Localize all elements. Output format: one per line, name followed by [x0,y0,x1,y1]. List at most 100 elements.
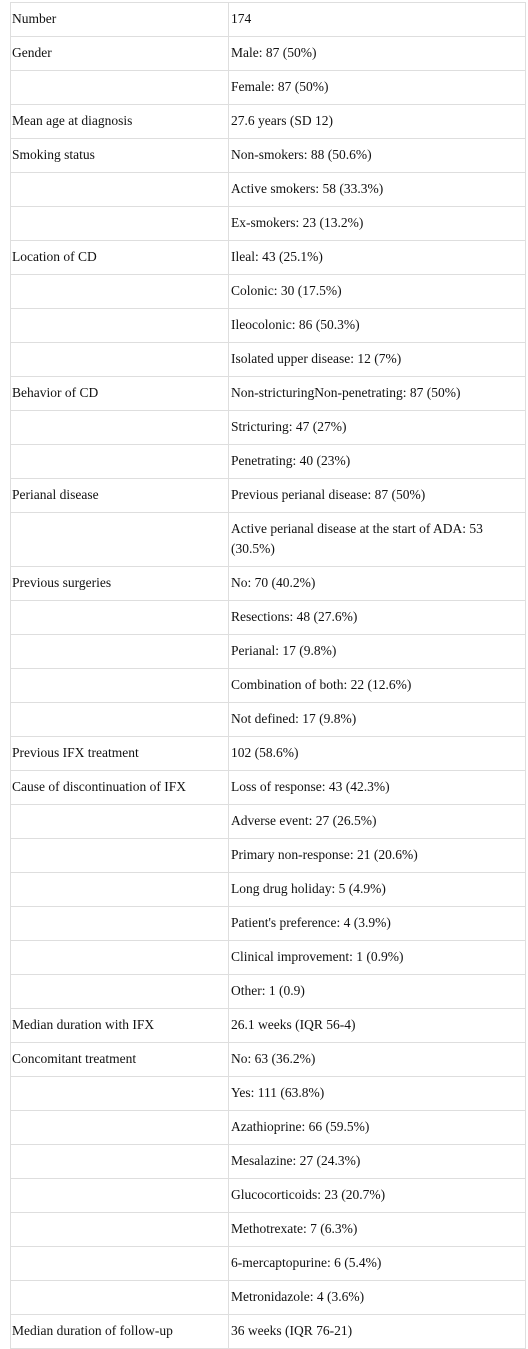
row-value-cell: Colonic: 30 (17.5%) [228,274,526,309]
row-label-cell: Behavior of CD [10,376,229,411]
table-row: Cause of discontinuation of IFX Loss of r… [10,770,526,805]
table-row: Yes: 111 (63.8%) [10,1076,526,1111]
table-row: Previous IFX treatment 102 (58.6%) [10,736,526,771]
row-value-cell: Isolated upper disease: 12 (7%) [228,342,526,377]
row-label-cell [10,342,229,377]
row-value-cell: Clinical improvement: 1 (0.9%) [228,940,526,975]
table-row: Combination of both: 22 (12.6%) [10,668,526,703]
row-label-cell: Concomitant treatment [10,1042,229,1077]
row-value-cell: Male: 87 (50%) [228,36,526,71]
row-value-cell: 174 [228,2,526,37]
row-label-cell [10,940,229,975]
row-value-cell: 102 (58.6%) [228,736,526,771]
row-label-cell [10,308,229,343]
row-label-cell [10,974,229,1009]
row-label-cell [10,1178,229,1213]
row-label-cell: Previous IFX treatment [10,736,229,771]
row-value-cell: Female: 87 (50%) [228,70,526,105]
row-value-cell: No: 63 (36.2%) [228,1042,526,1077]
table-row: Gender Male: 87 (50%) [10,36,526,71]
row-label-cell [10,804,229,839]
row-value-cell: Non-stricturingNon-penetrating: 87 (50%) [228,376,526,411]
table-row: Previous surgeries No: 70 (40.2%) [10,566,526,601]
row-value-cell: Azathioprine: 66 (59.5%) [228,1110,526,1145]
row-label-cell [10,512,229,567]
row-value-cell: Patient's preference: 4 (3.9%) [228,906,526,941]
row-value-cell: 36 weeks (IQR 76-21) [228,1314,526,1349]
row-label-cell [10,172,229,207]
table-row: Mean age at diagnosis 27.6 years (SD 12) [10,104,526,139]
row-label-cell [10,1246,229,1281]
table-row: Behavior of CD Non-stricturingNon-penetra… [10,376,526,411]
row-value-cell: Mesalazine: 27 (24.3%) [228,1144,526,1179]
row-value-cell: Not defined: 17 (9.8%) [228,702,526,737]
table-row: Stricturing: 47 (27%) [10,410,526,445]
row-value-cell: Primary non-response: 21 (20.6%) [228,838,526,873]
row-value-cell: Stricturing: 47 (27%) [228,410,526,445]
table-row: 6-mercaptopurine: 6 (5.4%) [10,1246,526,1281]
row-label-cell [10,206,229,241]
table-row: Perianal: 17 (9.8%) [10,634,526,669]
row-value-cell: 6-mercaptopurine: 6 (5.4%) [228,1246,526,1281]
table-row: Other: 1 (0.9) [10,974,526,1009]
row-label-cell [10,1280,229,1315]
table-row: Number 174 [10,2,526,37]
row-label-cell: Median duration of follow-up [10,1314,229,1349]
row-value-cell: Perianal: 17 (9.8%) [228,634,526,669]
row-label-cell [10,906,229,941]
table-row: Metronidazole: 4 (3.6%) [10,1280,526,1315]
table-row: Azathioprine: 66 (59.5%) [10,1110,526,1145]
table-row: Long drug holiday: 5 (4.9%) [10,872,526,907]
table-row: Isolated upper disease: 12 (7%) [10,342,526,377]
row-value-cell: Yes: 111 (63.8%) [228,1076,526,1111]
row-value-cell: Other: 1 (0.9) [228,974,526,1009]
row-label-cell [10,444,229,479]
row-label-cell: Gender [10,36,229,71]
row-value-cell: Ileocolonic: 86 (50.3%) [228,308,526,343]
row-value-cell: Adverse event: 27 (26.5%) [228,804,526,839]
table-row: Concomitant treatment No: 63 (36.2%) [10,1042,526,1077]
row-label-cell [10,702,229,737]
row-label-cell [10,274,229,309]
table-row: Glucocorticoids: 23 (20.7%) [10,1178,526,1213]
row-label-cell [10,1144,229,1179]
table-row: Ileocolonic: 86 (50.3%) [10,308,526,343]
row-value-cell: Previous perianal disease: 87 (50%) [228,478,526,513]
table-row: Female: 87 (50%) [10,70,526,105]
table-row: Resections: 48 (27.6%) [10,600,526,635]
table-row: Patient's preference: 4 (3.9%) [10,906,526,941]
row-value-cell: Non-smokers: 88 (50.6%) [228,138,526,173]
row-label-cell: Smoking status [10,138,229,173]
row-label-cell [10,410,229,445]
row-value-cell: Long drug holiday: 5 (4.9%) [228,872,526,907]
table-row: Adverse event: 27 (26.5%) [10,804,526,839]
row-value-cell: No: 70 (40.2%) [228,566,526,601]
table-row: Primary non-response: 21 (20.6%) [10,838,526,873]
row-label-cell [10,872,229,907]
row-label-cell [10,600,229,635]
table-row: Smoking status Non-smokers: 88 (50.6%) [10,138,526,173]
table-row: Ex-smokers: 23 (13.2%) [10,206,526,241]
row-label-cell [10,668,229,703]
table-row: Active smokers: 58 (33.3%) [10,172,526,207]
row-value-cell: Metronidazole: 4 (3.6%) [228,1280,526,1315]
row-value-cell: Combination of both: 22 (12.6%) [228,668,526,703]
row-value-cell: Active perianal disease at the start of … [228,512,526,567]
row-label-cell [10,1212,229,1247]
table-row: Mesalazine: 27 (24.3%) [10,1144,526,1179]
table-row: Methotrexate: 7 (6.3%) [10,1212,526,1247]
row-value-cell: Loss of response: 43 (42.3%) [228,770,526,805]
row-label-cell [10,1076,229,1111]
row-label-cell: Median duration with IFX [10,1008,229,1043]
row-label-cell: Mean age at diagnosis [10,104,229,139]
table-row: Active perianal disease at the start of … [10,512,526,567]
row-value-cell: 26.1 weeks (IQR 56-4) [228,1008,526,1043]
row-label-cell: Cause of discontinuation of IFX [10,770,229,805]
row-label-cell [10,1110,229,1145]
table-row: Median duration with IFX 26.1 weeks (IQR … [10,1008,526,1043]
row-label-cell: Previous surgeries [10,566,229,601]
row-value-cell: Penetrating: 40 (23%) [228,444,526,479]
row-value-cell: Ex-smokers: 23 (13.2%) [228,206,526,241]
patient-characteristics-table: Number 174 Gender Male: 87 (50%) Female: 87 … [10,2,526,1349]
row-value-cell: Ileal: 43 (25.1%) [228,240,526,275]
